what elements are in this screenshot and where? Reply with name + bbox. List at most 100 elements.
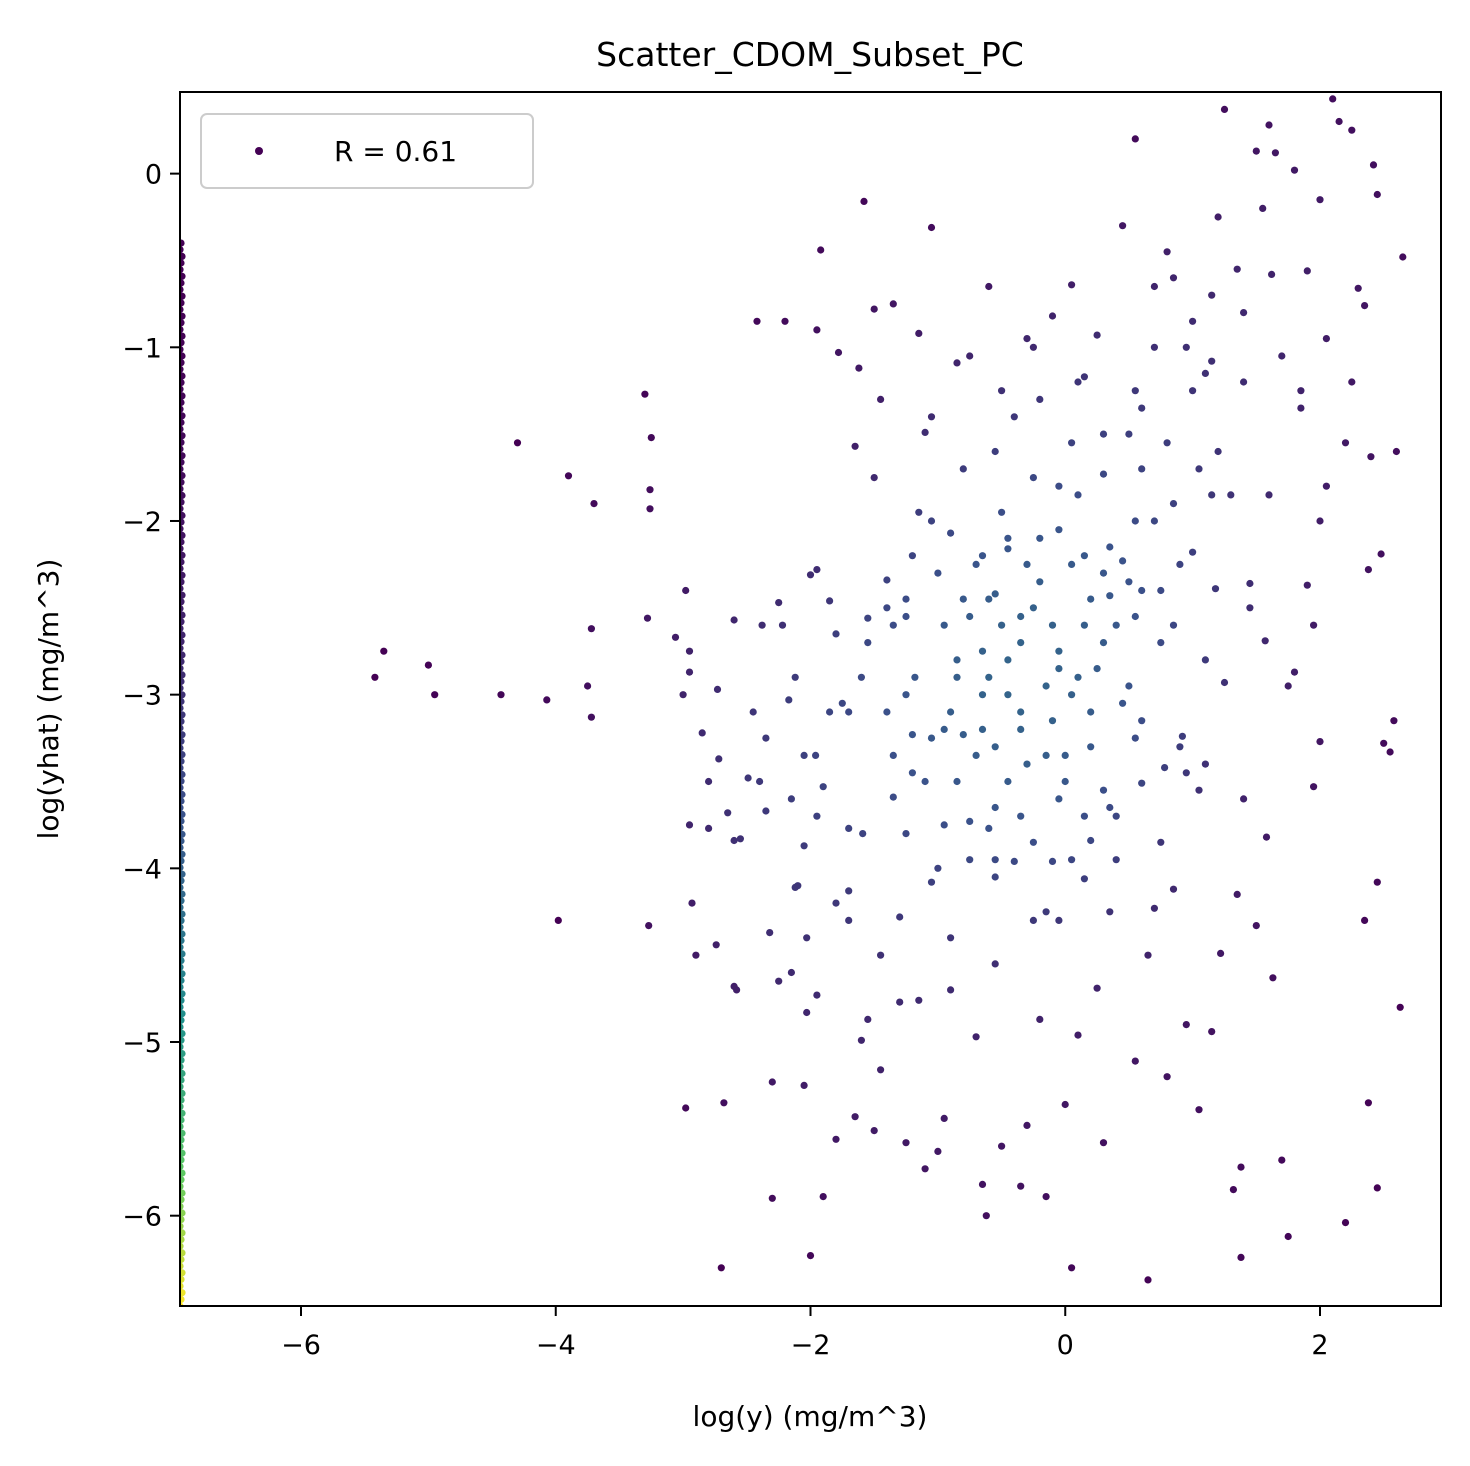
- scatter-point: [682, 1104, 690, 1112]
- scatter-point: [1004, 777, 1012, 786]
- edge-cluster-point: [180, 1129, 186, 1137]
- edge-cluster-point: [180, 398, 185, 407]
- scatter-point: [940, 1114, 948, 1122]
- y-tick-label: −3: [122, 681, 162, 712]
- scatter-point: [927, 223, 936, 232]
- scatter-point: [1189, 548, 1197, 556]
- scatter-point: [1074, 1031, 1082, 1039]
- y-axis-label: log(yhat) (mg/m^3): [32, 559, 65, 840]
- scatter-point: [813, 326, 821, 334]
- scatter-point: [985, 673, 993, 681]
- edge-cluster-point: [180, 990, 186, 998]
- scatter-point: [554, 916, 562, 925]
- scatter-point: [1157, 639, 1165, 647]
- edge-cluster-point: [180, 631, 186, 639]
- scatter-point: [934, 864, 942, 872]
- edge-cluster-point: [180, 996, 185, 1004]
- scatter-point: [1131, 612, 1139, 621]
- scatter-point: [959, 465, 967, 473]
- edge-cluster-point: [180, 312, 186, 320]
- scatter-point: [1023, 1121, 1031, 1129]
- scatter-point: [1029, 604, 1037, 612]
- scatter-point: [791, 883, 799, 892]
- scatter-point: [1201, 656, 1209, 664]
- scatter-point: [851, 442, 859, 450]
- scatter-point: [889, 751, 897, 760]
- scatter-point: [915, 329, 923, 337]
- scatter-point: [985, 595, 993, 603]
- scatter-point: [1036, 578, 1044, 586]
- scatter-point: [713, 685, 722, 694]
- scatter-point: [1297, 404, 1305, 412]
- scatter-point: [998, 508, 1006, 516]
- scatter-point: [1048, 857, 1057, 866]
- scatter-point: [1061, 1100, 1069, 1109]
- scatter-point: [902, 691, 910, 699]
- scatter-point: [985, 282, 993, 291]
- edge-cluster-point: [180, 478, 185, 486]
- scatter-point: [744, 774, 752, 782]
- scatter-point: [1004, 534, 1012, 542]
- scatter-point: [1329, 95, 1337, 103]
- y-tick-label: −1: [122, 333, 162, 364]
- edge-cluster-point: [180, 518, 185, 526]
- scatter-point: [1138, 779, 1146, 787]
- edge-cluster-point: [180, 1109, 186, 1117]
- scatter-point: [1036, 534, 1044, 542]
- edge-cluster-point: [180, 412, 186, 420]
- scatter-point: [1074, 673, 1082, 681]
- edge-cluster-point: [180, 1016, 185, 1024]
- edge-cluster-point: [180, 272, 186, 280]
- scatter-point: [845, 887, 853, 895]
- scatter-point: [915, 508, 923, 516]
- scatter-point: [1119, 222, 1127, 230]
- scatter-point: [781, 317, 789, 325]
- edge-cluster-point: [180, 638, 185, 646]
- scatter-point: [883, 576, 891, 584]
- scatter-point: [1119, 699, 1127, 707]
- scatter-point: [803, 1008, 811, 1017]
- edge-cluster-point: [180, 1209, 186, 1217]
- scatter-point: [877, 951, 885, 959]
- scatter-point: [1029, 838, 1037, 846]
- scatter-point: [715, 755, 723, 763]
- scatter-point: [1176, 560, 1184, 569]
- edge-cluster-point: [180, 571, 186, 579]
- scatter-point: [671, 633, 680, 641]
- scatter-point: [1106, 803, 1114, 812]
- edge-cluster-point: [180, 970, 186, 978]
- edge-cluster-point: [180, 1249, 186, 1257]
- scatter-point: [838, 699, 846, 707]
- scatter-point: [947, 529, 955, 537]
- scatter-point: [1195, 465, 1203, 473]
- edge-cluster-point: [180, 1076, 185, 1084]
- scatter-point: [712, 941, 720, 949]
- scatter-point: [1386, 748, 1394, 756]
- scatter-point: [966, 817, 974, 826]
- scatter-point: [1087, 836, 1095, 845]
- scatter-point: [1017, 1182, 1025, 1190]
- scatter-point: [1316, 517, 1324, 525]
- scatter-point: [1055, 482, 1063, 490]
- scatter-point: [424, 661, 432, 669]
- scatter-point: [1364, 1099, 1372, 1107]
- scatter-point: [1268, 270, 1276, 278]
- scatter-point: [1093, 984, 1101, 992]
- edge-cluster-point: [180, 1056, 185, 1064]
- edge-cluster-point: [180, 1275, 185, 1283]
- edge-cluster-point: [180, 1255, 185, 1264]
- scatter-point: [1240, 309, 1248, 317]
- scatter-point: [1220, 105, 1229, 113]
- scatter-point: [1093, 665, 1101, 673]
- scatter-point: [1341, 439, 1350, 447]
- scatter-point: [1029, 916, 1037, 925]
- edge-cluster-point: [180, 531, 186, 539]
- edge-cluster-point: [180, 957, 185, 965]
- scatter-point: [1004, 545, 1012, 553]
- scatter-point: [1367, 453, 1375, 461]
- scatter-point: [1169, 274, 1178, 282]
- scatter-point: [1042, 751, 1050, 760]
- scatter-point: [921, 777, 929, 786]
- scatter-point: [1131, 1057, 1139, 1065]
- scatter-point: [1004, 691, 1012, 699]
